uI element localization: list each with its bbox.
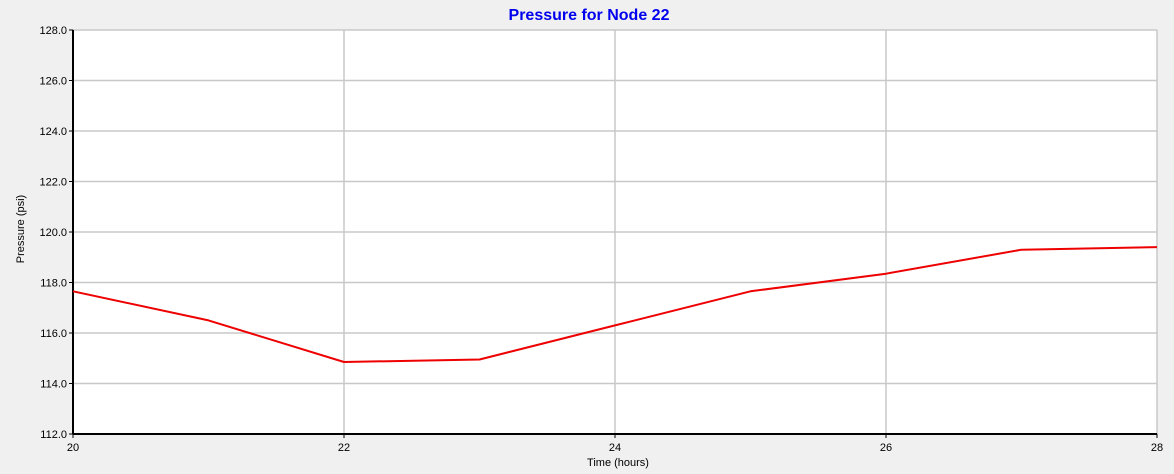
x-tick-label: 22 [338,442,350,454]
y-tick-label: 124.0 [39,126,67,138]
y-tick-label: 118.0 [40,278,67,290]
y-tick-label: 114.0 [40,379,67,391]
y-tick-label: 120.0 [39,227,67,239]
y-tick-label: 116.0 [40,328,67,340]
x-tick-label: 20 [67,442,79,454]
x-tick-label: 24 [609,442,621,454]
x-axis-label: Time (hours) [587,457,649,469]
x-tick-label: 26 [880,442,892,454]
y-tick-label: 112.0 [40,429,67,441]
y-tick-label: 128.0 [39,25,67,37]
y-tick-label: 126.0 [39,76,67,88]
chart-title: Pressure for Node 22 [509,7,670,24]
tick-labels: 112.0 114.0 116.0 118.0 120.0 122.0 124.0 126.0… [39,25,1163,454]
series-layer [72,246,1158,363]
axes [69,29,1158,438]
y-axis-label: Pressure (psi) [15,195,27,263]
y-tick-label: 122.0 [39,177,67,189]
pressure-series-line [72,246,1158,363]
x-tick-label: 28 [1151,442,1163,454]
